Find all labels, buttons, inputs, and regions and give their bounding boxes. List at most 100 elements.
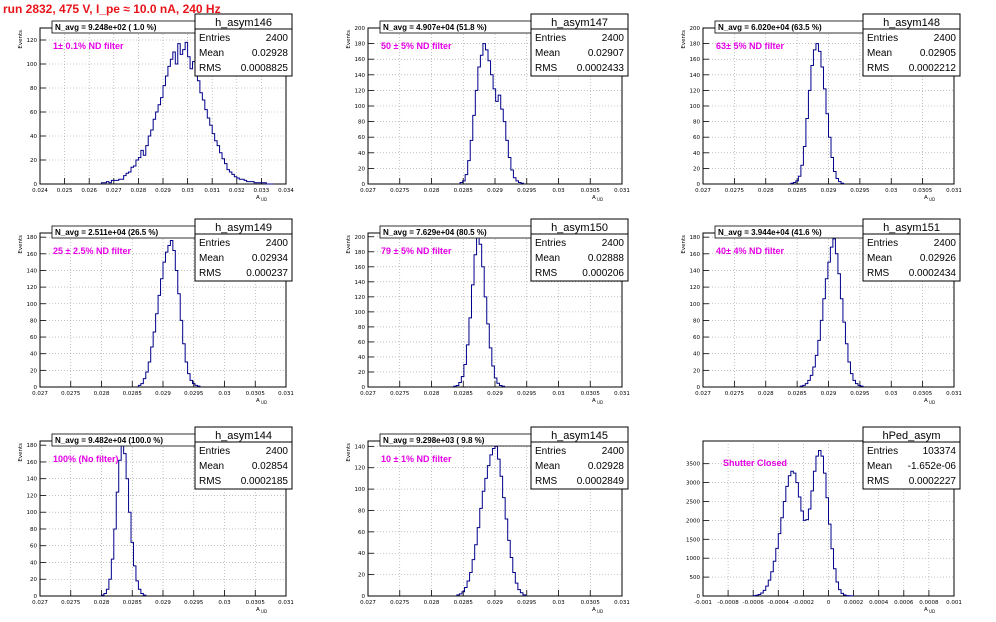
filter-label: 50 ± 5% ND filter <box>381 41 452 51</box>
y-tick-label: 200 <box>690 26 701 32</box>
x-tick-label: 0.0285 <box>454 391 474 397</box>
y-axis-label: Events <box>18 235 24 254</box>
y-tick-label: 120 <box>690 285 701 291</box>
y-tick-label: 80 <box>358 508 365 514</box>
stats-label: RMS <box>867 63 890 74</box>
y-tick-label: 60 <box>693 135 700 141</box>
x-tick-label: -0.0006 <box>743 600 765 606</box>
run-title: run 2832, 475 V, I_pe ≈ 10.0 nA, 240 Hz <box>3 2 221 16</box>
x-tick-label: 0.034 <box>278 188 294 194</box>
x-tick-label: 0.0305 <box>246 391 266 397</box>
stats-value: 0.02926 <box>920 253 957 264</box>
x-tick-label: 0.027 <box>106 188 122 194</box>
stats-value: 0.02928 <box>252 48 289 59</box>
y-axis-label: Events <box>681 235 687 254</box>
y-tick-label: 100 <box>690 302 701 308</box>
stats-title: h_asym148 <box>883 17 940 29</box>
y-tick-label: 180 <box>355 42 366 48</box>
stats-label: Mean <box>867 48 892 59</box>
histogram-panel-h_asym146: 0.024 0.025 0.026 0.027 0.028 0.029 0.03 0.031 0… <box>18 13 294 202</box>
stats-label: RMS <box>535 268 558 279</box>
stats-label: Entries <box>867 446 898 457</box>
stats-label: Entries <box>199 238 230 249</box>
x-tick-label: 0.0275 <box>61 391 81 397</box>
y-tick-label: 60 <box>30 110 37 116</box>
y-tick-label: 200 <box>355 235 366 241</box>
y-tick-label: 160 <box>27 460 38 466</box>
x-tick-label: 0.0295 <box>517 391 537 397</box>
y-tick-label: 60 <box>693 335 700 341</box>
stats-value: 2400 <box>266 33 289 44</box>
x-axis-label-subscript: UD <box>596 197 603 202</box>
histogram-outline <box>752 449 855 597</box>
stats-value: 0.0002433 <box>577 63 625 74</box>
x-axis-label: A UD <box>256 607 267 614</box>
stats-value: 0.0002185 <box>241 476 289 487</box>
stats-box <box>530 13 629 77</box>
x-tick-label: 0.0305 <box>913 188 933 194</box>
x-axis-label: A UD <box>592 398 603 405</box>
x-tick-label: 0.03 <box>552 600 565 606</box>
y-tick-label: 100 <box>27 510 38 516</box>
histogram-outline <box>459 43 525 184</box>
stats-label: Mean <box>535 253 560 264</box>
y-tick-label: 160 <box>355 57 366 63</box>
y-tick-label: 200 <box>355 26 366 32</box>
histogram-outline <box>790 43 845 184</box>
stats-label: RMS <box>867 476 890 487</box>
x-axis-label: A UD <box>592 195 603 202</box>
stats-label: RMS <box>199 63 222 74</box>
y-tick-label: 120 <box>27 38 38 44</box>
n-avg-annotation: N_avg = 9.298e+03 ( 9.8 %) <box>383 436 485 445</box>
x-tick-label: 0.029 <box>487 391 503 397</box>
y-tick-label: 120 <box>690 88 701 94</box>
stats-value: 0.02905 <box>920 48 957 59</box>
stats-value: 103374 <box>923 446 957 457</box>
stats-label: Mean <box>867 461 892 472</box>
y-tick-label: 80 <box>693 318 700 324</box>
y-tick-label: 0 <box>34 385 38 391</box>
y-tick-label: 80 <box>30 527 37 533</box>
x-tick-label: 0.0305 <box>581 600 601 606</box>
x-tick-label: 0.025 <box>57 188 73 194</box>
x-tick-label: 0.029 <box>155 188 171 194</box>
x-axis-label: A UD <box>924 195 935 202</box>
histogram-panel-h_asym145: 0.027 0.0275 0.028 0.0285 0.029 0.0295 0.03 0.0… <box>346 426 630 614</box>
stats-value: -1.652e-06 <box>908 461 957 472</box>
stats-value: 2400 <box>602 238 625 249</box>
x-axis-label-subscript: UD <box>928 197 935 202</box>
x-tick-label: 0.0305 <box>913 391 933 397</box>
y-tick-label: 0 <box>362 182 366 188</box>
y-tick-label: 100 <box>690 104 701 110</box>
x-tick-label: 0.0275 <box>390 391 410 397</box>
filter-label: 79 ± 5% ND filter <box>381 246 452 256</box>
y-tick-label: 40 <box>358 355 365 361</box>
stats-value: 0.0002227 <box>909 476 957 487</box>
x-tick-label: 0.03 <box>552 188 565 194</box>
filter-label: 63± 5% ND filter <box>716 41 784 51</box>
y-tick-label: 20 <box>693 166 700 172</box>
x-tick-label: 0.029 <box>155 600 171 606</box>
y-tick-label: 0 <box>697 182 701 188</box>
stats-title: h_asym147 <box>551 17 608 29</box>
stats-title: h_asym146 <box>215 17 272 29</box>
x-axis-label-subscript: UD <box>928 609 935 614</box>
stats-label: Entries <box>535 446 566 457</box>
x-tick-label: 0.029 <box>821 188 837 194</box>
x-tick-label: 0.0285 <box>788 391 808 397</box>
x-axis-label: A UD <box>924 398 935 405</box>
y-tick-label: 160 <box>27 252 38 258</box>
y-tick-label: 60 <box>30 335 37 341</box>
stats-label: Mean <box>199 48 224 59</box>
stats-label: Mean <box>199 461 224 472</box>
x-tick-label: 0.03 <box>885 188 898 194</box>
stats-label: RMS <box>535 63 558 74</box>
stats-title: h_asym149 <box>215 222 272 234</box>
x-tick-label: 0.027 <box>360 391 376 397</box>
y-tick-label: 40 <box>693 352 700 358</box>
x-tick-label: 0 <box>827 600 831 606</box>
x-tick-label: 0.0275 <box>61 600 81 606</box>
x-tick-label: 0.027 <box>360 600 376 606</box>
y-tick-label: 120 <box>355 88 366 94</box>
x-tick-label: 0.028 <box>424 600 440 606</box>
